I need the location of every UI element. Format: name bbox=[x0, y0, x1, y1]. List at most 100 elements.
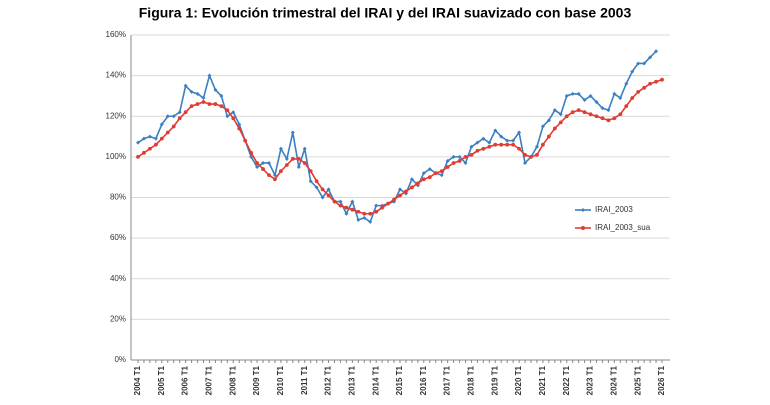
y-tick-label: 80% bbox=[110, 193, 126, 202]
marker bbox=[243, 138, 248, 143]
marker bbox=[267, 173, 271, 178]
marker bbox=[326, 193, 331, 198]
marker bbox=[576, 91, 581, 96]
marker bbox=[570, 110, 575, 115]
marker bbox=[290, 157, 295, 161]
marker bbox=[142, 150, 146, 155]
marker bbox=[415, 181, 420, 186]
marker bbox=[302, 146, 307, 151]
x-tick-label: 2025 T1 bbox=[633, 365, 642, 395]
marker bbox=[147, 134, 152, 139]
marker bbox=[296, 157, 301, 161]
marker bbox=[148, 146, 152, 151]
x-tick-label: 2018 T1 bbox=[467, 365, 476, 395]
marker bbox=[398, 187, 402, 192]
marker bbox=[255, 165, 260, 170]
marker bbox=[344, 205, 349, 210]
marker bbox=[249, 150, 254, 155]
marker bbox=[445, 165, 450, 169]
marker bbox=[368, 219, 373, 224]
marker bbox=[475, 140, 480, 145]
marker bbox=[487, 140, 492, 145]
marker bbox=[374, 209, 379, 214]
marker bbox=[332, 199, 337, 204]
marker bbox=[159, 136, 164, 141]
marker bbox=[237, 126, 242, 131]
x-tick-label: 2019 T1 bbox=[490, 365, 499, 395]
marker bbox=[273, 177, 277, 182]
marker bbox=[570, 91, 575, 96]
marker bbox=[493, 142, 498, 147]
marker bbox=[195, 91, 200, 96]
marker bbox=[356, 209, 361, 214]
x-tick-label: 2006 T1 bbox=[181, 365, 190, 395]
marker bbox=[362, 211, 367, 216]
marker bbox=[582, 98, 587, 102]
marker bbox=[296, 165, 301, 170]
marker bbox=[326, 187, 331, 192]
marker bbox=[225, 114, 230, 119]
marker bbox=[439, 169, 444, 173]
marker bbox=[624, 81, 629, 86]
marker bbox=[261, 167, 265, 171]
marker bbox=[564, 114, 569, 119]
marker bbox=[308, 179, 313, 184]
x-tick-label: 2014 T1 bbox=[371, 365, 380, 395]
marker bbox=[517, 146, 521, 151]
marker bbox=[636, 89, 641, 94]
x-tick-label: 2026 T1 bbox=[657, 365, 666, 395]
x-tick-label: 2023 T1 bbox=[586, 365, 595, 395]
marker bbox=[314, 179, 319, 184]
x-tick-label: 2010 T1 bbox=[276, 365, 285, 395]
x-tick-label: 2007 T1 bbox=[205, 365, 214, 395]
marker bbox=[588, 112, 593, 117]
marker bbox=[219, 93, 224, 98]
marker bbox=[392, 197, 396, 202]
marker bbox=[165, 130, 170, 135]
marker bbox=[320, 195, 325, 200]
marker bbox=[177, 116, 182, 121]
marker bbox=[487, 144, 492, 149]
marker bbox=[136, 140, 140, 145]
marker bbox=[642, 61, 647, 66]
x-tick-label: 2015 T1 bbox=[395, 365, 404, 395]
marker bbox=[445, 158, 450, 163]
x-tick-label: 2008 T1 bbox=[228, 365, 237, 395]
marker bbox=[207, 73, 212, 78]
marker bbox=[535, 152, 539, 157]
y-tick-label: 140% bbox=[106, 71, 126, 80]
y-tick-label: 100% bbox=[106, 152, 126, 161]
marker bbox=[409, 177, 414, 182]
marker bbox=[511, 138, 516, 143]
marker bbox=[386, 201, 390, 206]
marker bbox=[517, 130, 522, 135]
marker bbox=[350, 199, 355, 204]
marker bbox=[261, 160, 266, 165]
marker bbox=[410, 185, 414, 190]
x-tick-label: 2020 T1 bbox=[514, 365, 523, 395]
marker bbox=[606, 118, 611, 123]
marker bbox=[654, 49, 659, 54]
x-tick-label: 2013 T1 bbox=[347, 365, 356, 395]
y-tick-label: 20% bbox=[110, 314, 126, 323]
marker bbox=[421, 177, 426, 182]
x-tick-label: 2011 T1 bbox=[300, 365, 309, 394]
x-tick-label: 2004 T1 bbox=[133, 365, 142, 395]
marker bbox=[493, 128, 498, 133]
marker bbox=[642, 85, 647, 90]
x-tick-label: 2016 T1 bbox=[419, 365, 428, 395]
marker bbox=[398, 193, 402, 198]
marker bbox=[630, 69, 635, 74]
marker bbox=[511, 142, 516, 147]
marker bbox=[546, 118, 551, 123]
marker bbox=[439, 173, 444, 178]
marker bbox=[529, 154, 533, 159]
marker bbox=[153, 142, 158, 147]
marker bbox=[207, 102, 212, 106]
marker bbox=[600, 106, 605, 111]
y-tick-label: 0% bbox=[114, 355, 126, 364]
marker bbox=[189, 104, 194, 108]
marker bbox=[255, 161, 259, 165]
series-line bbox=[137, 50, 657, 224]
marker bbox=[350, 207, 355, 212]
